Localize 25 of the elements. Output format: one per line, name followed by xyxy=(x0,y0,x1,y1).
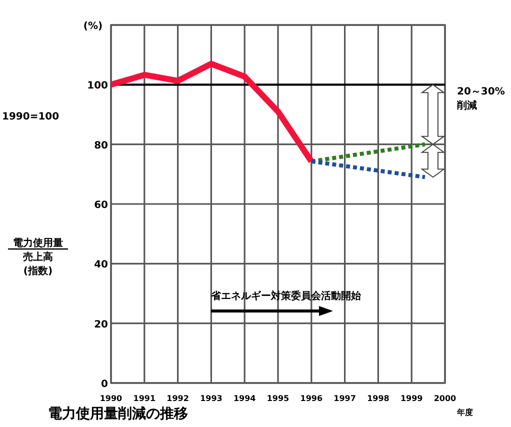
text: 20～30% 削減 xyxy=(456,86,505,112)
x-tick-label: 1992 xyxy=(166,394,189,403)
x-tick-label: 1996 xyxy=(300,394,323,403)
x-tick-label: 1991 xyxy=(133,394,156,403)
y-tick-label: 40 xyxy=(94,260,108,271)
x-tick-label: 1995 xyxy=(266,394,290,403)
text: 1990=100 xyxy=(2,112,60,122)
x-tick-label: 1997 xyxy=(334,394,356,403)
x-tick-label: 1990 xyxy=(100,394,123,403)
y-tick-label: 0 xyxy=(101,379,108,390)
x-tick-label: 1999 xyxy=(400,394,424,403)
text: 電力使用量削減の推移 xyxy=(48,406,188,422)
y-axis-title: 電力使用量 xyxy=(13,237,63,249)
y-tick-label: 80 xyxy=(94,140,108,152)
x-axis-title: 年度 xyxy=(456,407,473,417)
x-tick-label: 1994 xyxy=(233,394,256,403)
text: 売上高 xyxy=(23,251,53,263)
y-tick-label: 20 xyxy=(94,319,108,330)
text: (%) xyxy=(83,21,103,32)
y-tick-label: 100 xyxy=(87,80,108,92)
text: (指数) xyxy=(23,265,53,277)
x-tick-label: 2000 xyxy=(434,394,457,403)
x-tick-label: 1993 xyxy=(200,394,222,403)
x-tick-label: 1998 xyxy=(367,394,390,403)
y-tick-label: 60 xyxy=(94,200,108,211)
